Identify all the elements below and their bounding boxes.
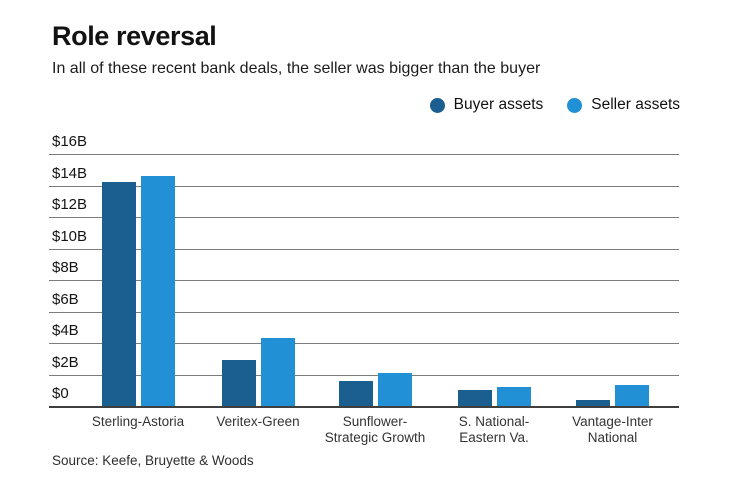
source-note: Source: Keefe, Bruyette & Woods <box>52 453 254 468</box>
bar-seller-2 <box>377 372 412 406</box>
chart-title: Role reversal <box>52 21 217 51</box>
bar-seller-3 <box>496 387 531 406</box>
bar-seller-1 <box>260 338 295 406</box>
gridline <box>49 374 679 376</box>
bar-buyer-2 <box>338 380 373 406</box>
x-axis-label: S. National- Eastern Va. <box>458 414 530 445</box>
legend-dot-icon <box>567 97 583 113</box>
plot-area: $16B $14B $12B $10B $8B $6B $4B $2B $0 Sterling-A… <box>49 134 679 445</box>
y-axis-label: $12B <box>52 196 88 213</box>
legend-label: Buyer assets <box>453 96 544 113</box>
y-axis-label: $4B <box>52 322 79 339</box>
bar-buyer-0 <box>101 182 136 406</box>
gridline <box>49 343 679 344</box>
x-axis-label: Veritex-Green <box>216 414 300 429</box>
bar-buyer-1 <box>221 360 256 406</box>
legend-item: Buyer assets <box>429 96 544 114</box>
legend: Buyer assets Seller assets <box>429 96 680 114</box>
gridline <box>49 311 679 313</box>
gridline <box>49 217 679 218</box>
y-axis-label: $2B <box>52 353 79 371</box>
legend-item: Seller assets <box>567 96 680 114</box>
gridline <box>49 280 679 281</box>
gridline <box>49 154 679 155</box>
y-axis-label: $14B <box>52 164 88 182</box>
bar-seller-4 <box>615 384 649 406</box>
y-axis-label: $0 <box>52 385 69 402</box>
bar-buyer-3 <box>457 390 492 406</box>
x-axis-label: Sterling-Astoria <box>91 414 185 429</box>
x-axis-label: Vantage-Inter National <box>572 414 653 445</box>
bar-buyer-4 <box>576 399 610 406</box>
legend-label: Seller assets <box>591 96 680 113</box>
bar-seller-0 <box>140 176 175 406</box>
y-axis-label: $8B <box>52 259 79 276</box>
y-axis-label: $10B <box>52 227 88 245</box>
gridline <box>49 248 679 250</box>
gridline <box>49 185 679 187</box>
x-axis-line <box>49 406 679 408</box>
chart-subtitle: In all of these recent bank deals, the s… <box>52 60 541 77</box>
x-axis-label: Sunflower- Strategic Growth <box>324 414 426 445</box>
y-axis-label: $16B <box>52 133 88 150</box>
y-axis-label: $6B <box>52 290 79 308</box>
legend-dot-icon <box>429 97 445 113</box>
